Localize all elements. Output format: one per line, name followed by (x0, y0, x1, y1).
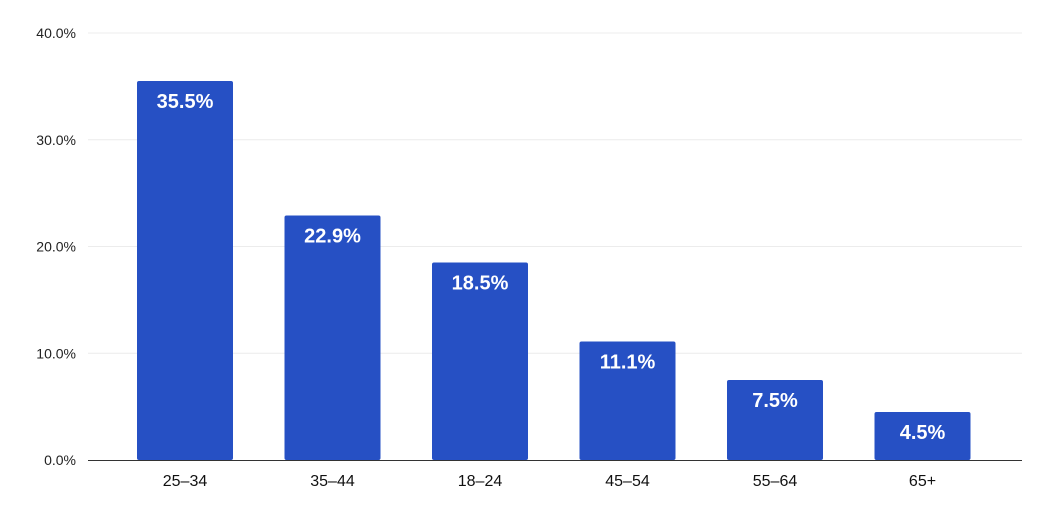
gridlines (88, 32, 1022, 354)
bars (137, 81, 971, 460)
y-tick-label: 30.0% (36, 132, 76, 148)
x-axis-category-labels: 25–34 35–44 18–24 45–54 55–64 65+ (163, 473, 936, 490)
y-tick-label: 40.0% (36, 25, 76, 41)
x-category-label: 25–34 (163, 473, 208, 490)
bar-data-label: 11.1% (600, 352, 656, 374)
y-tick-label: 0.0% (44, 452, 76, 468)
x-category-label: 18–24 (458, 473, 503, 490)
y-tick-label: 10.0% (36, 345, 76, 361)
bar-45-54[interactable] (579, 341, 676, 460)
bar-data-label: 22.9% (304, 226, 361, 248)
bar-18-24[interactable] (432, 262, 528, 460)
bar-data-label: 18.5% (452, 273, 509, 295)
x-category-label: 55–64 (753, 473, 798, 490)
data-labels: 35.5% 22.9% 18.5% 11.1% 7.5% 4.5% (157, 91, 946, 444)
bar-data-label: 4.5% (900, 422, 946, 444)
x-category-label: 35–44 (310, 473, 355, 490)
bar-55-64[interactable] (727, 379, 823, 460)
y-tick-label: 20.0% (36, 239, 76, 255)
bar-25-34[interactable] (137, 81, 233, 460)
bar-65[interactable] (874, 411, 971, 460)
x-category-label: 65+ (909, 473, 936, 490)
y-axis-tick-labels: 0.0% 10.0% 20.0% 30.0% 40.0% (36, 25, 76, 468)
bar-35-44[interactable] (284, 215, 381, 460)
bar-data-label: 7.5% (752, 390, 798, 412)
x-category-label: 45–54 (605, 473, 650, 490)
bar-data-label: 35.5% (157, 91, 214, 113)
